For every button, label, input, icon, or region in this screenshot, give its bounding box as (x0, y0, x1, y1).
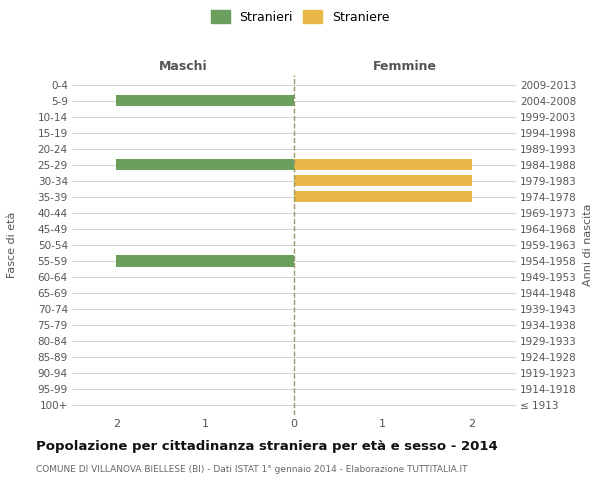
Bar (116, 256, 294, 266)
Bar (116, 95, 294, 106)
Legend: Stranieri, Straniere: Stranieri, Straniere (207, 6, 393, 28)
Text: Femmine: Femmine (373, 60, 437, 72)
Bar (116, 159, 294, 170)
Bar (294, 175, 472, 186)
Bar (294, 192, 472, 202)
Text: Popolazione per cittadinanza straniera per età e sesso - 2014: Popolazione per cittadinanza straniera p… (36, 440, 498, 453)
Text: Maschi: Maschi (158, 60, 208, 72)
Text: Fasce di età: Fasce di età (7, 212, 17, 278)
Text: Anni di nascita: Anni di nascita (583, 204, 593, 286)
Text: COMUNE DI VILLANOVA BIELLESE (BI) - Dati ISTAT 1° gennaio 2014 - Elaborazione TU: COMUNE DI VILLANOVA BIELLESE (BI) - Dati… (36, 465, 467, 474)
Bar (294, 159, 472, 170)
